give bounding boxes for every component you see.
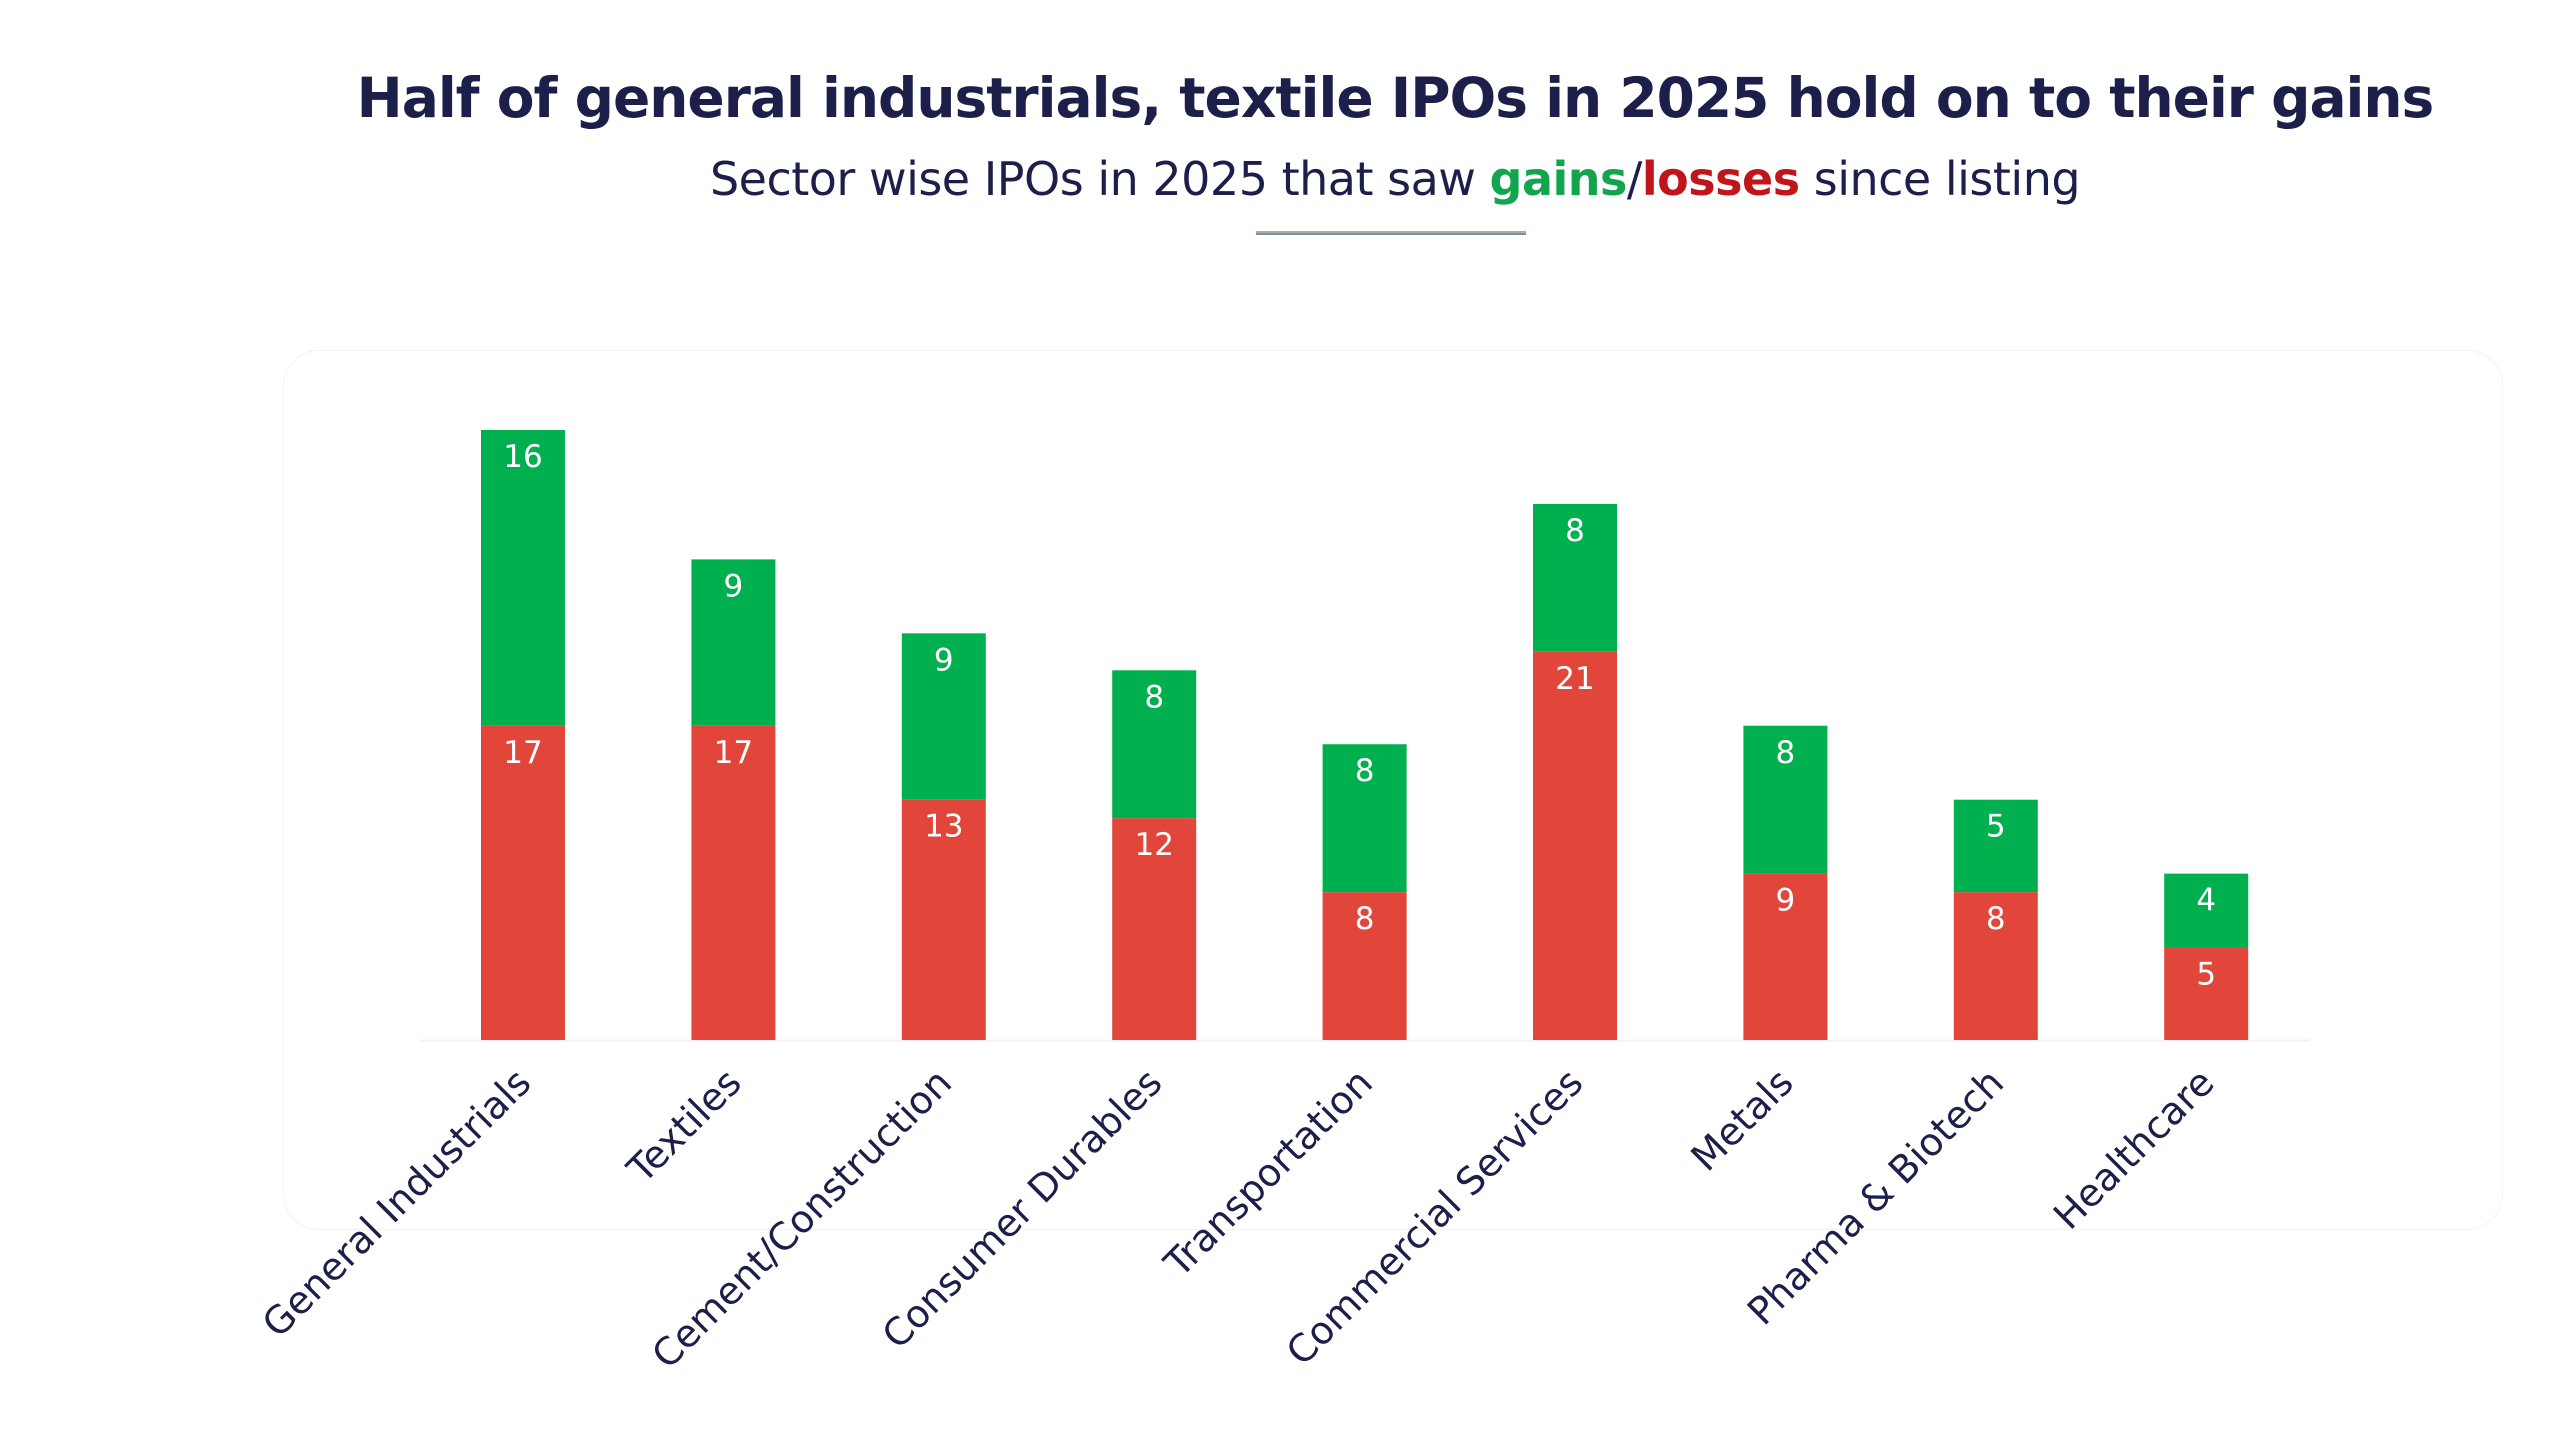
data-label-losses-consumer-durables: 12 (1134, 827, 1173, 863)
x-tick-label-textiles: Textiles (618, 1060, 750, 1192)
bar-losses-general-industrials (481, 725, 565, 1040)
subtitle-gains-word: gains (1489, 152, 1628, 206)
data-label-losses-commercial-services: 21 (1555, 661, 1594, 697)
bar-losses-consumer-durables (1112, 818, 1197, 1040)
data-label-losses-general-industrials: 17 (503, 735, 542, 771)
data-label-gains-textiles: 9 (724, 568, 744, 604)
bar-gains-cement-construction (901, 633, 986, 800)
data-label-gains-consumer-durables: 8 (1144, 679, 1164, 715)
data-label-gains-general-industrials: 16 (503, 439, 542, 475)
x-tick-label-healthcare: Healthcare (2045, 1060, 2223, 1238)
subtitle-separator: / (1626, 152, 1643, 206)
bar-losses-commercial-services (1533, 651, 1617, 1040)
data-label-losses-cement-construction: 13 (924, 809, 963, 845)
bar-losses-cement-construction (901, 799, 986, 1040)
subtitle-losses-word: losses (1641, 152, 1800, 206)
subtitle-prefix: Sector wise IPOs in 2025 that saw (709, 152, 1490, 206)
chart-subtitle: Sector wise IPOs in 2025 that saw gains/… (0, 152, 2560, 206)
data-label-losses-transportation: 8 (1355, 901, 1375, 937)
data-label-gains-pharma-biotech: 5 (1986, 809, 2006, 845)
x-tick-label-general-industrials: General Industrials (254, 1060, 540, 1346)
data-label-losses-textiles: 17 (714, 735, 753, 771)
subtitle-suffix: since listing (1799, 152, 2081, 206)
bar-losses-metals (1743, 873, 1828, 1040)
data-label-losses-pharma-biotech: 8 (1986, 901, 2006, 937)
data-label-gains-cement-construction: 9 (934, 642, 954, 678)
bar-gains-pharma-biotech (1953, 799, 2038, 893)
bar-gains-consumer-durables (1112, 670, 1197, 819)
chart-title: Half of general industrials, textile IPO… (356, 66, 2435, 130)
data-label-losses-metals: 9 (1776, 883, 1796, 919)
data-label-losses-healthcare: 5 (2196, 957, 2216, 993)
x-tick-label-transportation: Transportation (1155, 1060, 1381, 1286)
bar-gains-transportation (1322, 744, 1407, 893)
bar-losses-pharma-biotech (1953, 892, 2038, 1040)
bar-gains-general-industrials (481, 430, 565, 726)
bar-gains-commercial-services (1533, 503, 1617, 652)
data-label-gains-healthcare: 4 (2196, 883, 2216, 919)
bar-gains-metals (1743, 725, 1828, 874)
bar-losses-transportation (1322, 892, 1407, 1040)
data-label-gains-commercial-services: 8 (1565, 513, 1585, 549)
data-label-gains-metals: 8 (1776, 735, 1796, 771)
x-tick-label-metals: Metals (1682, 1060, 1801, 1179)
bar-losses-healthcare (2164, 947, 2249, 1040)
title-underline (1256, 231, 1526, 235)
bar-gains-textiles (691, 559, 776, 726)
bar-losses-textiles (691, 725, 776, 1040)
bar-gains-healthcare (2164, 873, 2249, 948)
data-label-gains-transportation: 8 (1355, 753, 1375, 789)
